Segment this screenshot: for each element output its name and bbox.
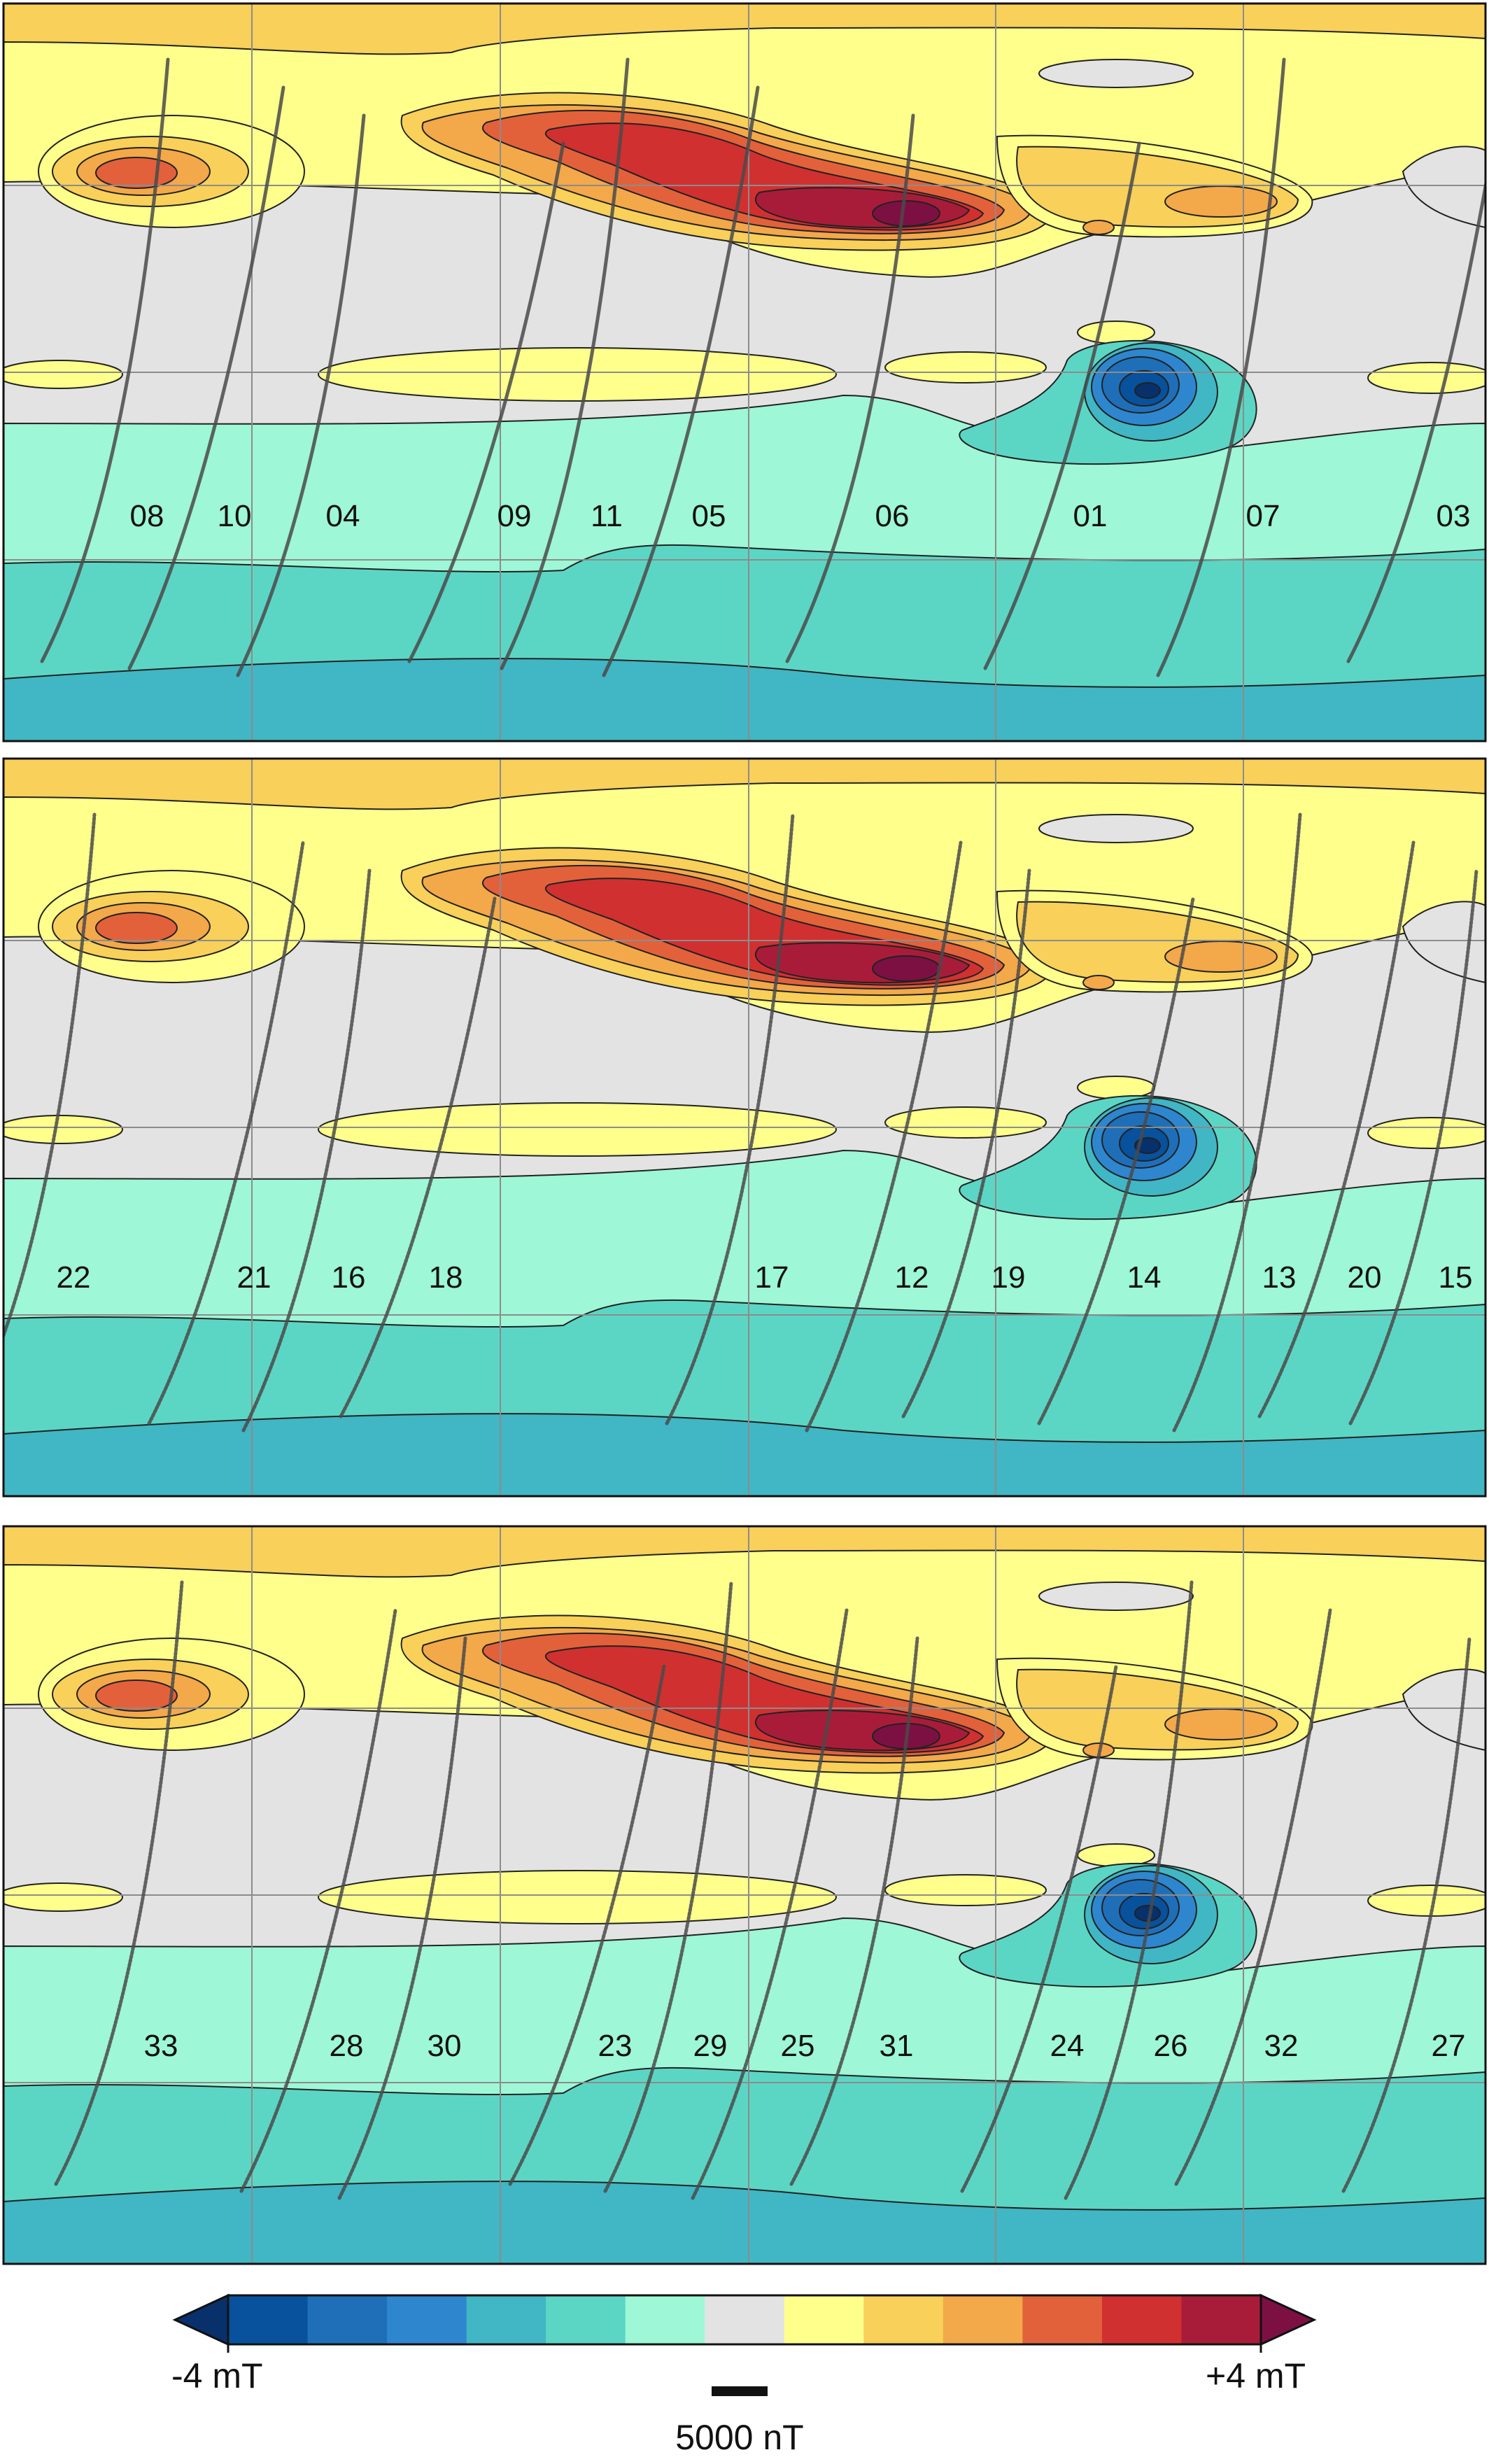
orbit-label: 32: [1264, 2029, 1299, 2063]
colorbar-cell: [943, 2295, 1023, 2344]
map-panel: 33 28 30 23 29 25 31 24 26 32 27: [2, 1525, 1487, 2265]
orbit-label: 09: [497, 499, 532, 533]
orbit-track: [1064, 1580, 1194, 2200]
orbit-track: [508, 1664, 666, 2186]
orbit-label: 06: [875, 499, 910, 533]
orbit-label: 15: [1439, 1260, 1473, 1295]
map-panel: 08 10 04 09 11 05 06 01 07 03: [2, 2, 1487, 742]
orbit-label: 22: [57, 1260, 91, 1295]
orbit-label: 20: [1348, 1260, 1382, 1295]
colorbar-cell: [863, 2295, 944, 2344]
orbit-track: [1348, 868, 1479, 1425]
orbit-label: 10: [218, 499, 252, 533]
orbit-label: 25: [781, 2029, 815, 2063]
orbit-track: [500, 57, 630, 670]
colorbar: -4 mT +4 mT: [171, 2293, 1317, 2395]
orbit-label: 07: [1246, 499, 1280, 533]
orbit-track: [1341, 1636, 1472, 2193]
panel-frame: [2, 2, 1487, 742]
scale-bar: 5000 nT: [675, 2386, 804, 2457]
orbit-track: [1156, 57, 1286, 677]
panel-frame: [2, 757, 1487, 1498]
panels-root: 08 10 04 09 11 05 06 01 07 03 22 21 16 18 17 12 19 14 13 20…: [2, 2, 1487, 2265]
orbit-label: 27: [1432, 2029, 1466, 2063]
panel-frame: [2, 1525, 1487, 2265]
orbit-label: 31: [880, 2029, 914, 2063]
colorbar-cell: [1101, 2295, 1182, 2344]
orbit-track: [603, 1580, 733, 2193]
orbit-track: [789, 1636, 919, 2186]
colorbar-cell: [1181, 2295, 1262, 2344]
orbit-label: 16: [332, 1260, 366, 1295]
colorbar-cell: [228, 2295, 309, 2344]
orbit-label: 28: [330, 2029, 364, 2063]
orbit-track: [960, 1664, 1118, 2193]
orbit-label: 26: [1154, 2029, 1188, 2063]
orbit-track: [40, 57, 170, 663]
orbit-label: 13: [1262, 1260, 1297, 1295]
orbit-track: [236, 113, 366, 677]
scale-bar-line: [712, 2386, 768, 2396]
orbit-track: [785, 113, 915, 663]
orbit-track: [665, 812, 795, 1425]
orbit-label: 12: [895, 1260, 929, 1295]
colorbar-cell: [307, 2295, 388, 2344]
orbit-label: 24: [1050, 2029, 1085, 2063]
orbit-label: 19: [992, 1260, 1026, 1295]
colorbar-min-label: -4 mT: [171, 2356, 263, 2395]
orbit-label: 04: [326, 499, 360, 533]
orbit-label: 33: [144, 2029, 178, 2063]
colorbar-left-arrow: [172, 2293, 230, 2346]
orbit-track: [339, 896, 497, 1418]
orbit-track: [1346, 176, 1486, 663]
colorbar-right-arrow: [1259, 2293, 1317, 2346]
orbit-label: 01: [1073, 499, 1108, 533]
orbit-label: 11: [591, 499, 623, 533]
orbit-track: [805, 840, 963, 1432]
orbit-label: 17: [755, 1260, 789, 1295]
field-contour-map: [3, 3, 1486, 741]
orbit-track: [127, 85, 285, 670]
orbit-track: [54, 1580, 184, 2186]
colorbar-cell: [387, 2295, 467, 2344]
colorbar-cell: [1022, 2295, 1103, 2344]
orbit-track: [337, 1636, 467, 2200]
field-contour-map: [3, 759, 1486, 1496]
colorbar-cell: [705, 2295, 785, 2344]
colorbar-cell: [625, 2295, 705, 2344]
colorbar-max-label: +4 mT: [1206, 2356, 1306, 2395]
orbit-label: 14: [1127, 1260, 1162, 1295]
orbit-track: [239, 1608, 397, 2193]
colorbar-cell: [466, 2295, 546, 2344]
orbit-label: 30: [428, 2029, 462, 2063]
orbit-track: [1174, 1608, 1332, 2186]
orbit-track: [1037, 896, 1195, 1425]
orbit-label: 23: [598, 2029, 633, 2063]
orbit-label: 18: [429, 1260, 463, 1295]
field-contour-map: [3, 1526, 1486, 2264]
orbit-label: 08: [130, 499, 164, 533]
orbit-track: [147, 840, 305, 1425]
colorbar-cell: [784, 2295, 864, 2344]
scale-bar-label: 5000 nT: [675, 2418, 803, 2457]
orbit-track: [1172, 812, 1302, 1432]
orbit-track: [241, 868, 372, 1432]
orbit-label: 03: [1437, 499, 1471, 533]
orbit-label: 05: [692, 499, 726, 533]
orbit-track: [3, 812, 97, 1341]
orbit-label: 21: [237, 1260, 271, 1295]
orbit-track: [1257, 840, 1416, 1418]
orbit-track: [602, 85, 760, 677]
orbit-track: [983, 141, 1141, 670]
map-panel: 22 21 16 18 17 12 19 14 13 20 15: [2, 757, 1487, 1498]
orbit-track: [901, 868, 1031, 1418]
orbit-label: 29: [693, 2029, 728, 2063]
orbit-track: [407, 141, 565, 663]
colorbar-cell: [546, 2295, 626, 2344]
orbit-track: [691, 1608, 849, 2200]
